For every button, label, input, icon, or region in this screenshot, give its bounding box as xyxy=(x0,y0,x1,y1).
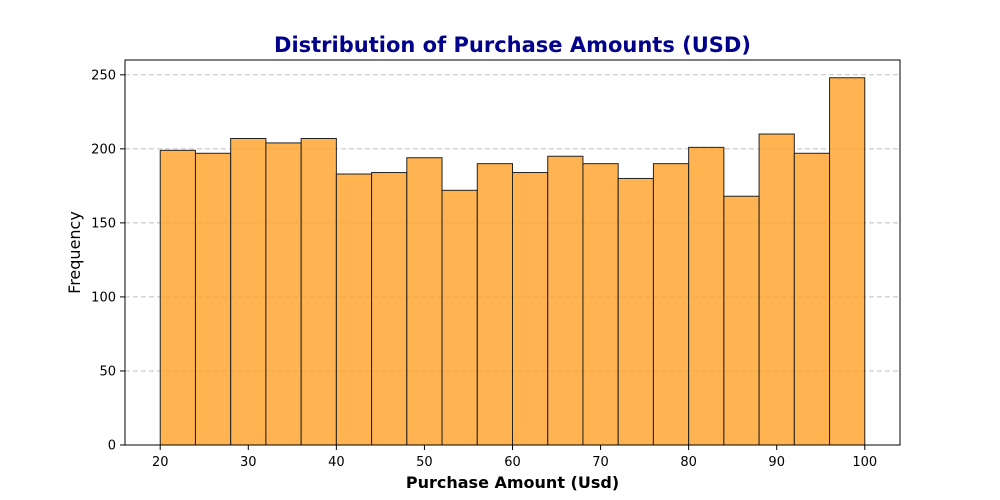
histogram-bar xyxy=(265,142,302,446)
chart-title: Distribution of Purchase Amounts (USD) xyxy=(274,33,751,57)
histogram-bar xyxy=(230,137,267,446)
histogram-bar xyxy=(829,77,866,446)
x-tick-label: 30 xyxy=(240,455,257,470)
histogram-bar xyxy=(406,157,443,446)
histogram-bar xyxy=(335,173,373,446)
x-tick-label: 50 xyxy=(416,455,433,470)
histogram-bar xyxy=(582,163,619,446)
histogram-bar xyxy=(300,137,337,446)
histogram-bar xyxy=(688,146,725,446)
y-tick-label: 50 xyxy=(99,364,116,379)
histogram-bar xyxy=(441,189,478,446)
axis-ticks: 20 30 40 50 60 70 80 90 100 0 50 100 150 200 250 xyxy=(91,68,877,470)
y-tick-label: 0 xyxy=(108,439,116,454)
y-tick-label: 250 xyxy=(91,68,116,83)
y-tick-label: 150 xyxy=(91,216,116,231)
histogram-bar xyxy=(159,149,196,446)
histogram-bar xyxy=(476,163,514,446)
x-tick-label: 70 xyxy=(592,455,609,470)
histogram-bar xyxy=(547,155,584,446)
y-tick-label: 200 xyxy=(91,142,116,157)
histogram-bar xyxy=(758,133,795,446)
x-axis-label: Purchase Amount (Usd) xyxy=(406,473,619,492)
x-tick-label: 60 xyxy=(504,455,521,470)
y-tick-label: 100 xyxy=(91,290,116,305)
y-axis-label: Frequency xyxy=(65,211,84,294)
histogram-bar xyxy=(723,195,760,446)
x-tick-label: 90 xyxy=(768,455,785,470)
histogram-bar xyxy=(793,152,831,446)
histogram-bar xyxy=(194,152,232,446)
histogram-bar xyxy=(512,172,549,446)
x-tick-label: 80 xyxy=(680,455,697,470)
x-tick-label: 20 xyxy=(152,455,169,470)
bars xyxy=(159,77,866,446)
histogram-bar xyxy=(371,172,408,446)
histogram-bar xyxy=(652,163,690,446)
x-tick-label: 40 xyxy=(328,455,345,470)
x-tick-label: 100 xyxy=(852,455,877,470)
histogram-bar xyxy=(617,177,654,446)
